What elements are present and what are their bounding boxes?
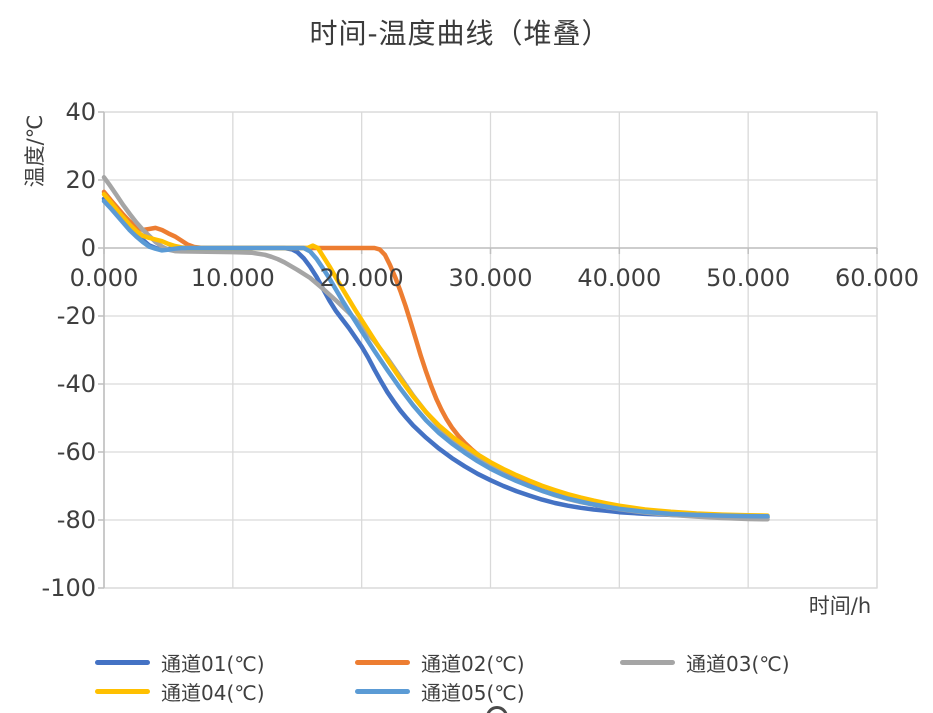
legend-item-channel05[interactable]: 通道05(℃)	[355, 678, 525, 705]
channel04-line-swatch	[95, 688, 150, 694]
chart-title: 时间-温度曲线（堆叠）	[309, 17, 611, 50]
x-tick-label: 0.000	[69, 264, 139, 292]
x-tick-label: 60.000	[835, 264, 919, 292]
y-tick-label: -20	[56, 302, 96, 330]
x-axis-title: 时间/h	[808, 594, 872, 618]
legend-item-channel03[interactable]: 通道03(℃)	[620, 649, 790, 676]
series-line-channel04	[101, 192, 770, 518]
legend-label-channel05: 通道05(℃)	[421, 680, 525, 705]
series-line-channel05	[101, 198, 770, 519]
x-tick-label: 40.000	[577, 264, 662, 292]
x-tick-label: 10.000	[190, 264, 275, 292]
legend-item-channel04[interactable]: 通道04(℃)	[95, 678, 265, 705]
y-tick-label: -40	[56, 370, 96, 398]
legend-label-channel01: 通道01(℃)	[161, 651, 265, 676]
x-tick-label: 20.000	[319, 264, 404, 292]
x-tick-label: 50.000	[706, 264, 791, 292]
channel05-line-swatch	[355, 688, 410, 694]
y-tick-label: 0	[80, 234, 96, 262]
legend-label-channel04: 通道04(℃)	[161, 680, 265, 705]
legend-item-channel02[interactable]: 通道02(℃)	[355, 649, 525, 676]
channel02-line-swatch	[355, 659, 410, 665]
channel03-line-swatch	[620, 659, 675, 665]
legend-label-channel02: 通道02(℃)	[421, 651, 525, 676]
y-tick-label: -60	[56, 438, 96, 466]
x-tick-label: 30.000	[448, 264, 533, 292]
y-tick-label: -80	[56, 506, 96, 534]
series-line-channel03	[101, 175, 770, 522]
legend-item-channel01[interactable]: 通道01(℃)	[95, 649, 265, 676]
legend-label-channel03: 通道03(℃)	[686, 651, 790, 676]
y-tick-label: 20	[65, 166, 96, 194]
channel01-line-swatch	[95, 659, 150, 665]
series-line-channel02	[101, 189, 768, 520]
y-tick-label: 40	[65, 98, 96, 126]
y-tick-label: -100	[41, 574, 96, 602]
